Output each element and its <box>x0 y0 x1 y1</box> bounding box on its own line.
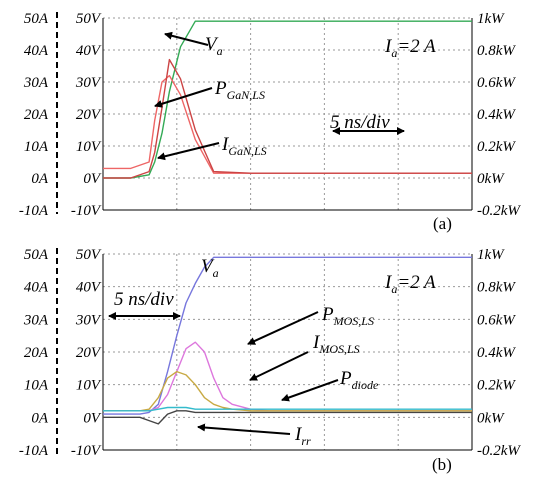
annotation-arrow <box>247 311 319 345</box>
annotation-arrow <box>249 351 309 381</box>
voltage-tick-label: 10V <box>76 378 102 394</box>
current-tick-label: 50A <box>24 247 49 263</box>
annotation-arrow <box>281 379 339 402</box>
power-tick-label: 0.8kW <box>477 280 516 296</box>
series-line-p-ganls <box>103 74 472 174</box>
series-label: IMOS,LS <box>312 332 360 356</box>
series-label: PGaN,LS <box>214 78 265 102</box>
power-tick-label: 1kW <box>477 11 505 27</box>
series-label-sub: GaN,LS <box>228 144 266 158</box>
voltage-tick-label: 0V <box>83 410 102 426</box>
power-tick-label: 0kW <box>477 410 505 426</box>
power-tick-label: 0.2kW <box>477 378 516 394</box>
current-tick-label: 0A <box>31 410 49 426</box>
voltage-tick-label: 10V <box>76 139 102 155</box>
current-tick-label: 40A <box>24 43 49 59</box>
power-tick-label: -0.2kW <box>477 203 521 219</box>
panel-a: 50A 40A 30A 20A 10A 0A -10A 50V 40V 30V 20V 10V 0V -1… <box>19 11 522 233</box>
power-tick-label: 0.6kW <box>477 312 516 328</box>
series-label-sub: MOS,LS <box>333 314 374 328</box>
series-label-main: I <box>221 134 230 155</box>
series-label-sub: a <box>213 266 219 280</box>
current-tick-label: 40A <box>24 280 49 296</box>
series-label: Va <box>205 34 223 58</box>
series-label: IGaN,LS <box>221 134 267 158</box>
voltage-tick-label: 30V <box>75 312 102 328</box>
power-tick-label: 1kW <box>477 247 505 263</box>
voltage-tick-label: 50V <box>76 247 102 263</box>
power-tick-label: 0.4kW <box>477 107 516 123</box>
condition-label: Ia=2 A <box>384 272 436 296</box>
series-label: Va <box>201 256 219 280</box>
voltage-tick-label: -10V <box>71 203 102 219</box>
series-label-main: V <box>201 256 215 277</box>
series-line-v-a <box>103 256 472 415</box>
current-tick-label: 10A <box>24 139 49 155</box>
current-tick-label: 0A <box>31 171 49 187</box>
power-tick-label: 0.4kW <box>477 345 516 361</box>
voltage-tick-label: 50V <box>76 11 102 27</box>
power-tick-label: -0.2kW <box>477 443 521 459</box>
current-tick-label: 30A <box>23 75 49 91</box>
series-label-sub: a <box>217 44 223 58</box>
series-line-i-rr <box>103 410 472 425</box>
voltage-tick-label: 0V <box>83 171 102 187</box>
series-label-main: P <box>321 304 334 325</box>
condition-main: I <box>384 36 393 57</box>
annotation-arrow <box>197 423 291 435</box>
voltage-tick-label: 30V <box>75 75 102 91</box>
condition-label: Ia=2 A <box>384 36 436 60</box>
voltage-tick-label: 40V <box>76 43 102 59</box>
panel-label: (a) <box>433 214 452 233</box>
power-tick-label: 0.2kW <box>477 139 516 155</box>
panel-label: (b) <box>432 455 452 474</box>
condition-main: I <box>384 272 393 293</box>
series-label-sub: rr <box>301 434 311 448</box>
series-label: Irr <box>294 424 311 448</box>
condition-rest: =2 A <box>397 272 436 293</box>
current-tick-label: 30A <box>23 312 49 328</box>
annotation-arrow <box>164 31 209 46</box>
panel-b: 50A 40A 30A 20A 10A 0A -10A 50V 40V 30V 20V 10V 0V -1… <box>19 247 522 474</box>
current-tick-label: -10A <box>19 203 49 219</box>
current-tick-label: -10A <box>19 443 49 459</box>
series-line-i-mosls <box>103 370 472 412</box>
annotation-arrow <box>157 142 220 161</box>
condition-sub: a <box>391 282 397 296</box>
series-line-v-a <box>103 20 472 179</box>
series-label: Pdiode <box>339 368 379 392</box>
series-label-main: I <box>294 424 303 445</box>
series-label-sub: diode <box>352 378 379 392</box>
series-label-main: P <box>339 368 352 389</box>
series-label-main: P <box>214 78 227 99</box>
voltage-tick-label: 20V <box>76 345 102 361</box>
annotation-arrow <box>154 87 213 108</box>
voltage-tick-label: 20V <box>76 107 102 123</box>
current-tick-label: 10A <box>24 378 49 394</box>
series-line-p-diode <box>103 406 472 412</box>
series-label-sub: MOS,LS <box>318 342 359 356</box>
power-tick-label: 0kW <box>477 171 505 187</box>
current-tick-label: 20A <box>24 345 49 361</box>
series-label-sub: GaN,LS <box>227 88 265 102</box>
series-line-i-ganls <box>103 58 472 179</box>
voltage-tick-label: 40V <box>76 280 102 296</box>
power-tick-label: 0.8kW <box>477 43 516 59</box>
voltage-tick-label: -10V <box>71 443 102 459</box>
condition-rest: =2 A <box>397 36 436 57</box>
series-label: PMOS,LS <box>321 304 374 328</box>
power-tick-label: 0.6kW <box>477 75 516 91</box>
series-label-main: V <box>205 34 219 55</box>
current-tick-label: 20A <box>24 107 49 123</box>
condition-sub: a <box>391 46 397 60</box>
time-division-label: 5 ns/div <box>330 112 390 133</box>
series-label-main: I <box>312 332 321 353</box>
time-division-label: 5 ns/div <box>114 289 174 310</box>
current-tick-label: 50A <box>24 11 49 27</box>
